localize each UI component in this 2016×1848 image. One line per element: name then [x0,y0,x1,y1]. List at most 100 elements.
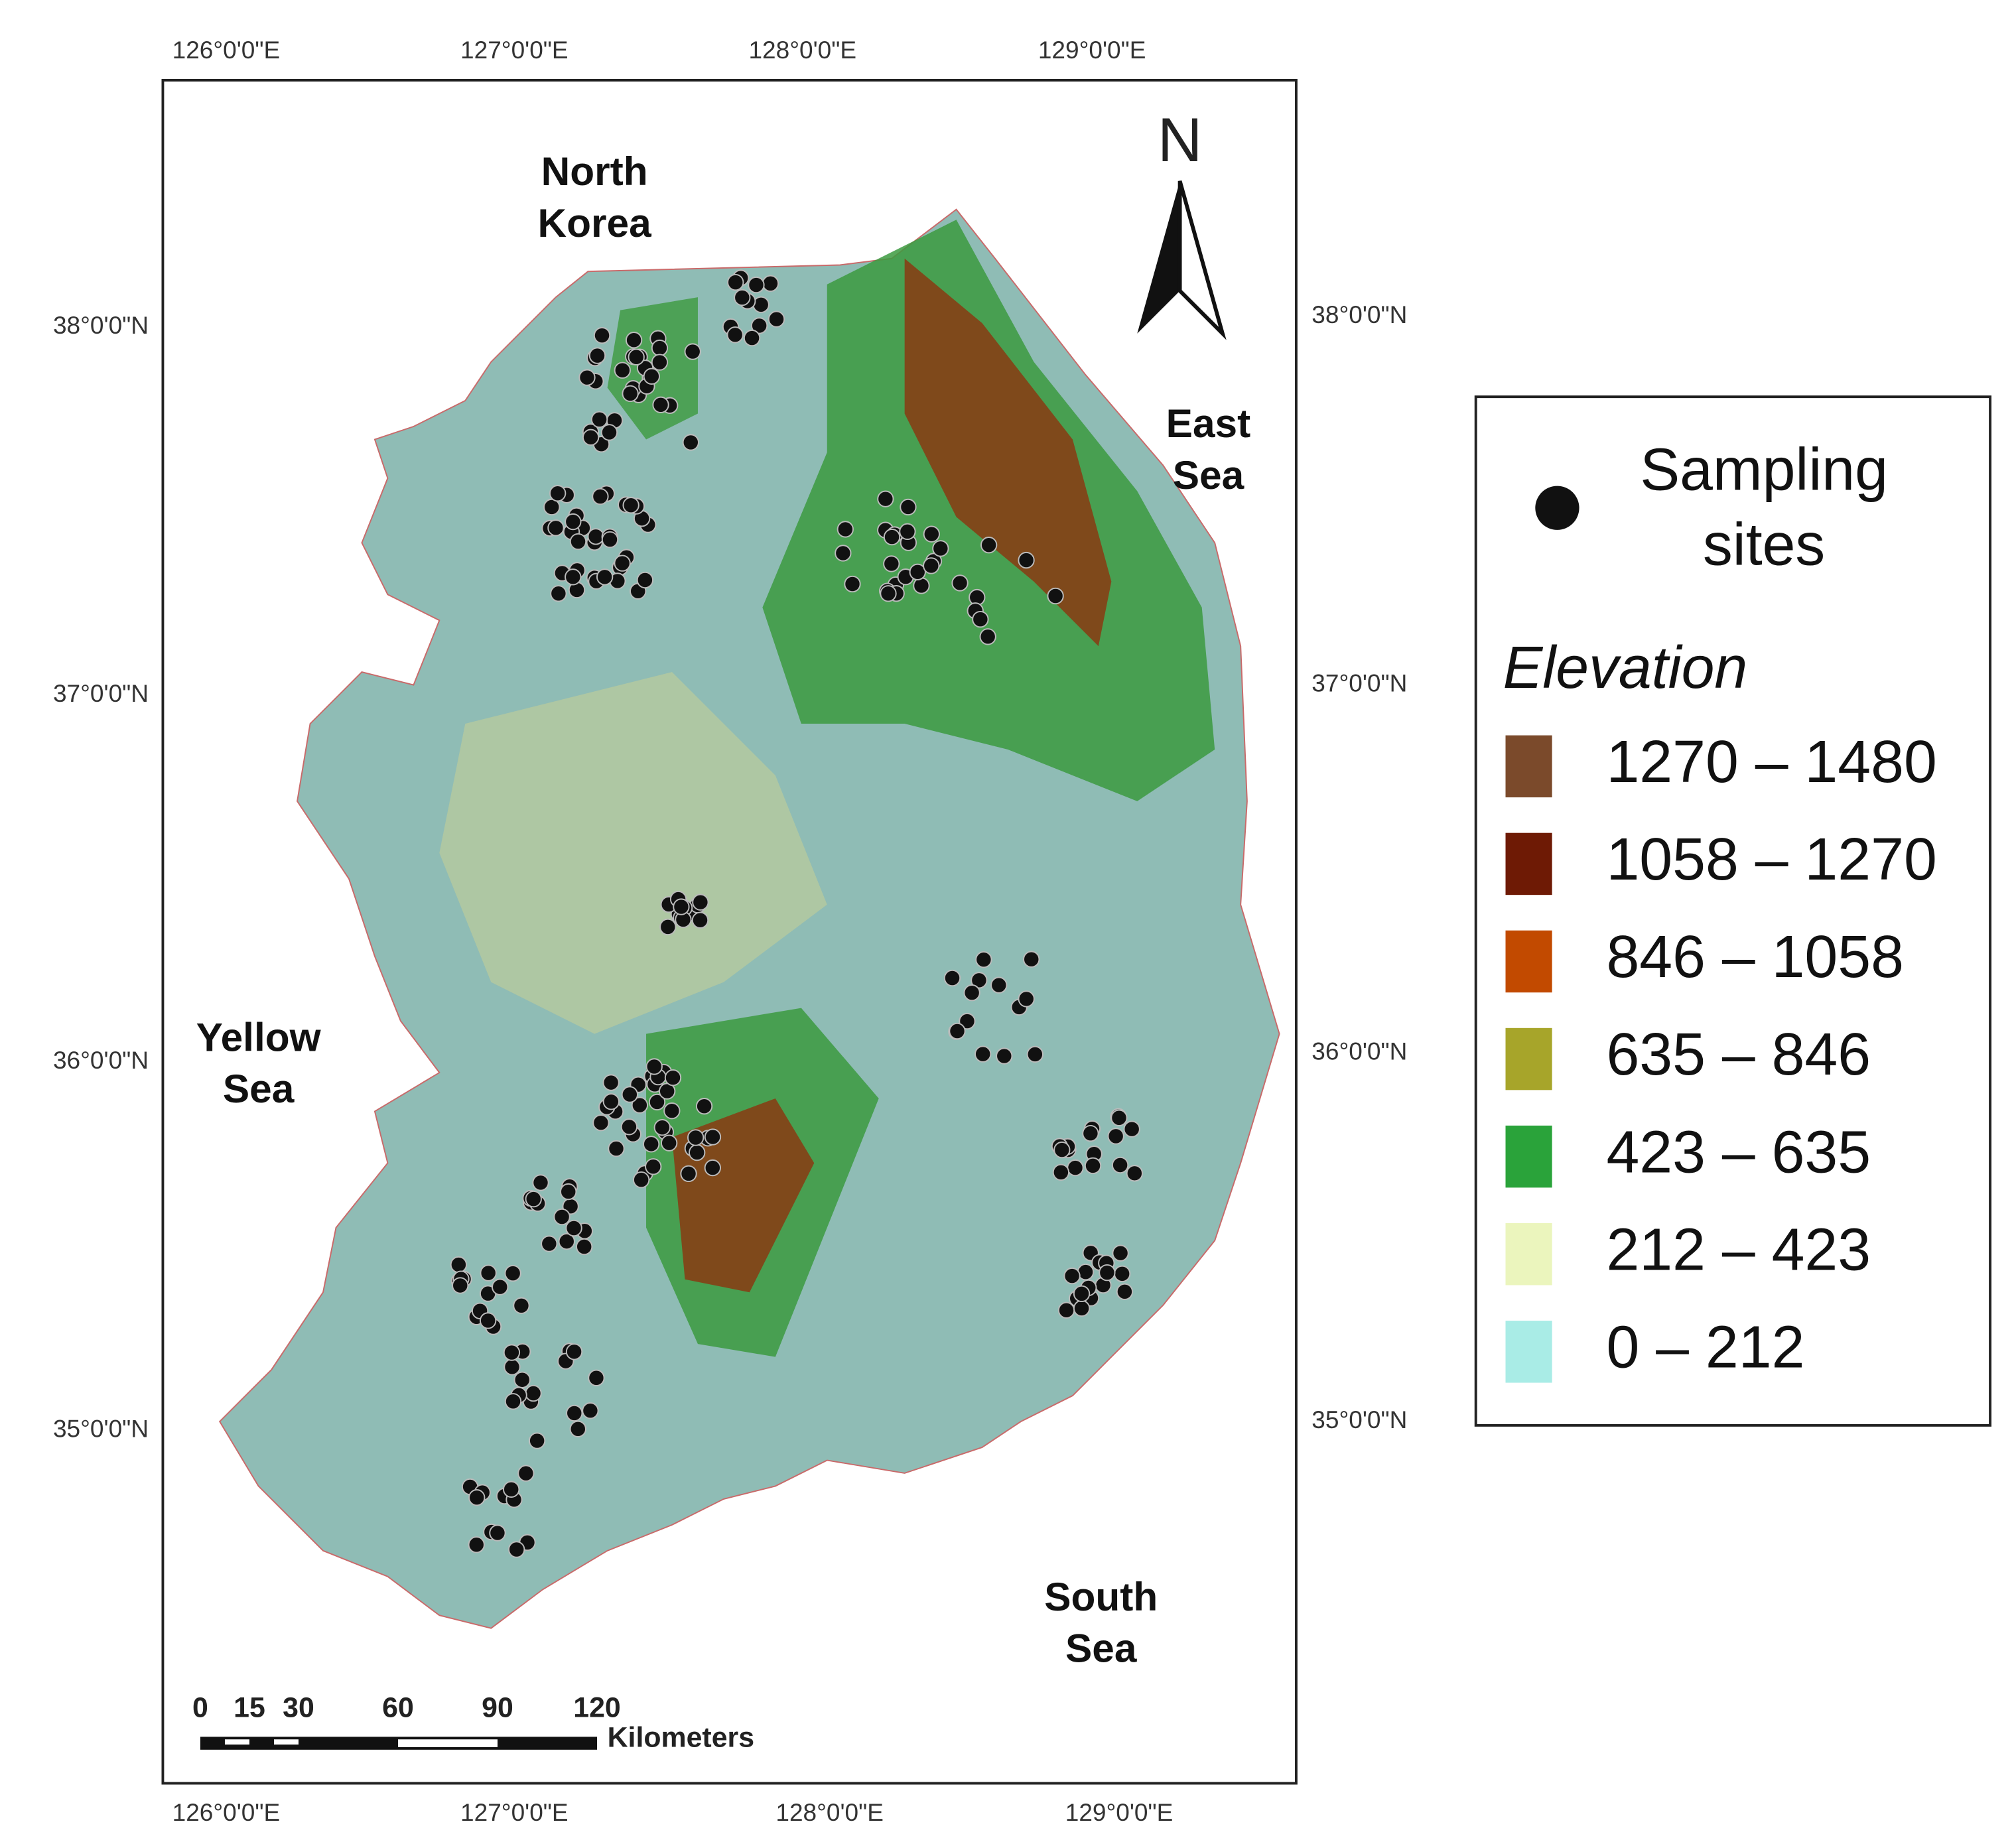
top-coord-label: 128°0'0"E [748,36,856,64]
sampling-site [691,911,709,929]
sampling-site [452,1277,469,1294]
sampling-site [1110,1109,1128,1126]
sampling-site [578,369,596,386]
legend-swatch [1505,930,1552,993]
sampling-site [1067,1159,1084,1177]
legend-swatch [1505,1125,1552,1188]
region-label: East [1166,401,1251,446]
sampling-site [565,1343,583,1360]
sampling-site [651,354,669,371]
right-coord-label: 36°0'0"N [1311,1037,1407,1065]
sampling-site [592,488,609,505]
sampling-site [565,1219,582,1237]
scale-bar-seg [224,1739,249,1745]
sampling-site [972,610,989,628]
sampling-site [582,1402,599,1419]
bottom-coord-label: 127°0'0"E [460,1798,569,1826]
sampling-site [558,1232,575,1250]
sampling-site [980,537,998,554]
sampling-site [636,571,654,589]
sampling-site [643,1136,660,1153]
region-label: Sea [223,1066,295,1111]
left-coord-label: 37°0'0"N [53,679,149,707]
region-label: Yellow [196,1014,322,1059]
sampling-site [1107,1128,1124,1145]
bottom-coord-label: 126°0'0"E [172,1798,281,1826]
sampling-site [704,1128,722,1146]
sampling-site [547,519,565,537]
sampling-site [543,498,561,516]
sampling-site [625,332,643,349]
sampling-site [592,1114,610,1132]
legend-class-label: 635 – 846 [1606,1021,1871,1087]
sampling-site [1082,1124,1099,1142]
sampling-site [990,976,1008,994]
sampling-site [569,1420,586,1437]
sampling-site [684,343,701,360]
sampling-site [687,1129,705,1146]
sampling-site [877,490,894,507]
sampling-site [932,540,949,557]
sampling-site [549,485,567,502]
sampling-site [959,1012,976,1030]
sampling-site [569,533,587,551]
scale-label: 0 [192,1692,208,1724]
sampling-site [1023,951,1040,968]
sampling-site [565,568,582,586]
sampling-site [743,329,761,347]
sampling-site [659,918,677,936]
sampling-site [596,568,614,586]
sampling-site [750,317,768,334]
sampling-site [622,497,639,514]
sampling-site [450,1256,468,1274]
scale-unit: Kilometers [608,1722,754,1754]
sampling-site [652,396,669,413]
sampling-site [1123,1120,1140,1138]
sampling-site [593,327,611,344]
sampling-site [1057,1301,1075,1319]
sampling-site [566,1404,583,1422]
sampling-site [748,276,765,294]
sampling-site [622,385,639,403]
legend-class-label: 212 – 423 [1606,1216,1871,1282]
sampling-site [680,1165,697,1183]
sampling-site [480,1264,497,1282]
legend-class-label: 423 – 635 [1606,1118,1871,1185]
sampling-site [503,1481,520,1498]
sampling-site [974,1045,992,1063]
sampling-site [468,1536,485,1553]
top-coord-label: 129°0'0"E [1038,36,1146,64]
sampling-site [682,434,699,451]
sampling-site [489,1524,506,1542]
sampling-site [949,1022,966,1040]
top-coord-label: 126°0'0"E [172,36,281,64]
sampling-site [525,1190,542,1208]
sampling-site [979,628,996,645]
sampling-sites [450,269,1143,1558]
sampling-site [996,1047,1013,1065]
sampling-site [1084,1157,1102,1175]
sampling-site [503,1344,521,1361]
mountains-east-high [904,258,1112,647]
sampling-site [1053,1141,1071,1159]
sampling-site [1047,587,1064,605]
sampling-site [608,1140,625,1157]
sampling-site [643,367,661,385]
sampling-site [1113,1265,1131,1283]
sampling-site [1063,1267,1081,1285]
sampling-site [664,1069,682,1087]
sampling-site [504,1393,522,1410]
sampling-site [704,1159,721,1177]
sampling-site [695,1098,713,1115]
scale-label: 30 [283,1692,314,1724]
left-coord-label: 35°0'0"N [53,1414,149,1442]
scale-bar-seg [273,1739,299,1745]
sampling-site [692,893,709,911]
sampling-site [689,1144,706,1161]
sampling-site [899,523,916,541]
legend-sites: Sampling [1640,436,1888,503]
sampling-site [768,310,785,328]
sampling-site [588,347,606,364]
north-label: N [1158,105,1203,174]
